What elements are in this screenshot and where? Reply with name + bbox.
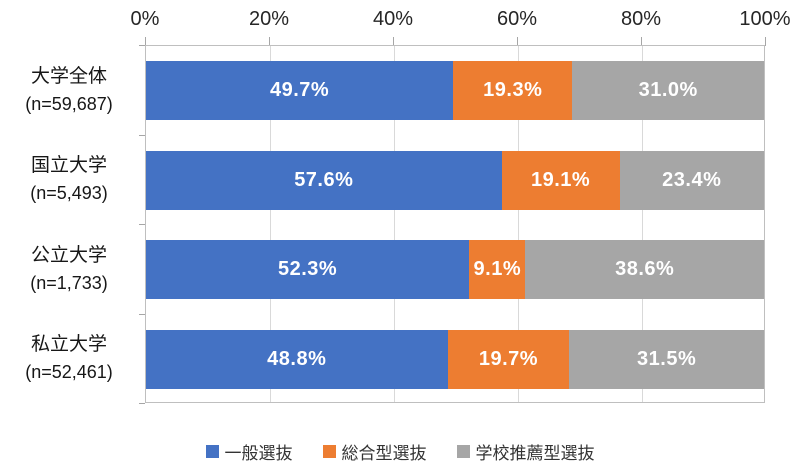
category-name: 公立大学 — [30, 244, 107, 266]
bar-segment: 57.6% — [146, 150, 502, 210]
bar-value-label: 52.3% — [277, 258, 338, 280]
legend-swatch-icon — [456, 444, 470, 458]
bar-value-label: 57.6% — [294, 168, 354, 191]
category-axis-tick-mark — [139, 224, 145, 225]
bar-segment: 31.0% — [572, 61, 764, 120]
category-label: 国立大学 (n=5,493) — [0, 150, 138, 209]
category-name: 国立大学 — [30, 155, 107, 176]
category-label: 私立大学 (n=52,461) — [0, 329, 138, 388]
category-sample-size: (n=5,493) — [30, 183, 108, 203]
x-axis-tick-mark — [517, 37, 518, 46]
category-sample-size: (n=59,687) — [25, 93, 113, 114]
legend-label: 一般選抜 — [224, 443, 293, 463]
bar-segment: 31.5% — [569, 329, 764, 389]
x-axis-tick-label: 60% — [496, 8, 538, 30]
category-axis-tick-mark — [139, 313, 145, 315]
bar-segment: 23.4% — [619, 150, 764, 210]
bar-segment: 48.8% — [146, 329, 448, 389]
legend-swatch-icon — [322, 444, 336, 458]
bar-value-label: 19.3% — [483, 79, 543, 101]
bar-value-label: 31.5% — [637, 347, 697, 370]
legend-item: 学校推薦型選抜 — [456, 439, 595, 464]
legend-item: 総合型選抜 — [322, 439, 427, 464]
category-axis-tick-mark — [139, 134, 145, 136]
x-axis-tick-mark — [269, 37, 270, 46]
bar-segment: 38.6% — [525, 240, 764, 299]
legend-swatch-icon — [205, 444, 219, 458]
bar-value-label: 9.1% — [473, 258, 522, 280]
bar-value-label: 23.4% — [662, 168, 722, 191]
gridline — [394, 46, 395, 402]
bar-segment: 49.7% — [146, 61, 454, 120]
plot-area: 49.7% 19.3% 31.0% 57.6% 19.1% 23.4% 52.3% 9.1% 3… — [145, 45, 765, 403]
x-axis-tick-mark — [641, 37, 642, 46]
x-axis-tick-label: 80% — [620, 8, 662, 30]
gridline — [270, 46, 271, 402]
bar-segment: 52.3% — [146, 240, 470, 299]
x-axis-tick-label: 100% — [739, 8, 791, 30]
legend-label: 総合型選抜 — [341, 443, 427, 463]
x-axis-tick-label: 40% — [372, 8, 414, 30]
bar-segment: 19.1% — [501, 150, 620, 210]
bar-row: 57.6% 19.1% 23.4% — [146, 150, 764, 210]
bar-value-label: 49.7% — [269, 79, 330, 101]
category-label: 大学全体 (n=59,687) — [0, 60, 138, 119]
category-sample-size: (n=1,733) — [30, 272, 108, 293]
gridline — [518, 46, 519, 402]
x-axis-tick-mark — [145, 37, 146, 46]
gridline — [642, 46, 643, 402]
bar-row: 52.3% 9.1% 38.6% — [146, 240, 764, 299]
bar-value-label: 48.8% — [267, 347, 327, 370]
category-name: 大学全体 — [30, 65, 107, 87]
bar-segment: 19.7% — [447, 329, 570, 389]
bar-value-label: 38.6% — [615, 258, 675, 280]
legend-label: 学校推薦型選抜 — [475, 443, 595, 463]
legend-item: 一般選抜 — [205, 439, 293, 464]
category-label: 公立大学 (n=1,733) — [0, 239, 138, 298]
x-axis-tick-label: 0% — [130, 8, 160, 30]
category-axis-tick-mark — [139, 403, 145, 404]
x-axis-tick-label: 20% — [248, 8, 290, 30]
bar-segment: 19.3% — [453, 61, 573, 120]
bar-row: 49.7% 19.3% 31.0% — [146, 61, 764, 120]
x-axis-tick-mark — [393, 37, 394, 46]
bar-value-label: 19.7% — [478, 347, 539, 370]
category-sample-size: (n=52,461) — [25, 362, 113, 382]
category-name: 私立大学 — [30, 334, 107, 355]
bar-value-label: 31.0% — [638, 79, 698, 101]
bar-value-label: 19.1% — [530, 168, 591, 191]
bar-segment: 9.1% — [469, 240, 526, 299]
x-axis-tick-mark — [765, 37, 766, 46]
category-axis-tick-mark — [139, 45, 145, 46]
bar-row: 48.8% 19.7% 31.5% — [146, 329, 764, 389]
legend: 一般選抜 総合型選抜 学校推薦型選抜 — [0, 438, 800, 464]
